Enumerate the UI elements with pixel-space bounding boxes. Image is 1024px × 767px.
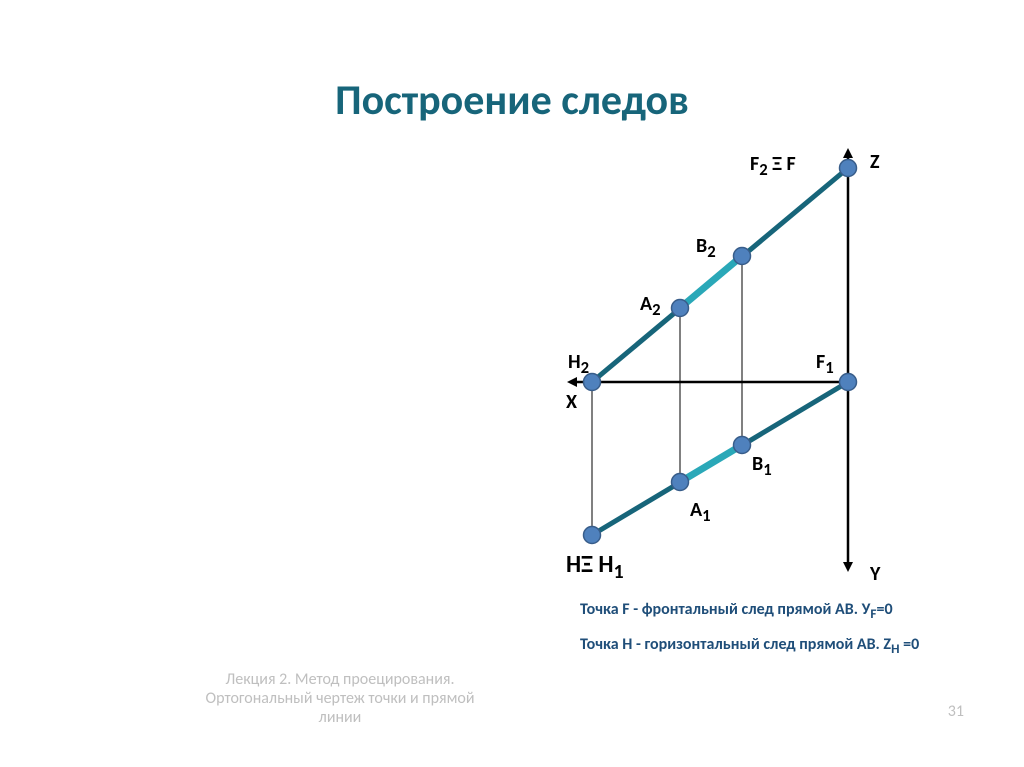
slide-title: Построение следов bbox=[0, 75, 1024, 126]
geometry-diagram: ZYXF2 Ξ FB2А2Н2F1B1А1НΞ Н1 bbox=[520, 130, 960, 590]
page-number: 31 bbox=[948, 702, 964, 721]
caption-block: Точка F - фронтальный след прямой АВ. УF… bbox=[580, 600, 980, 670]
footer-lecture-info: Лекция 2. Метод проецирования.Ортогональ… bbox=[180, 670, 500, 727]
